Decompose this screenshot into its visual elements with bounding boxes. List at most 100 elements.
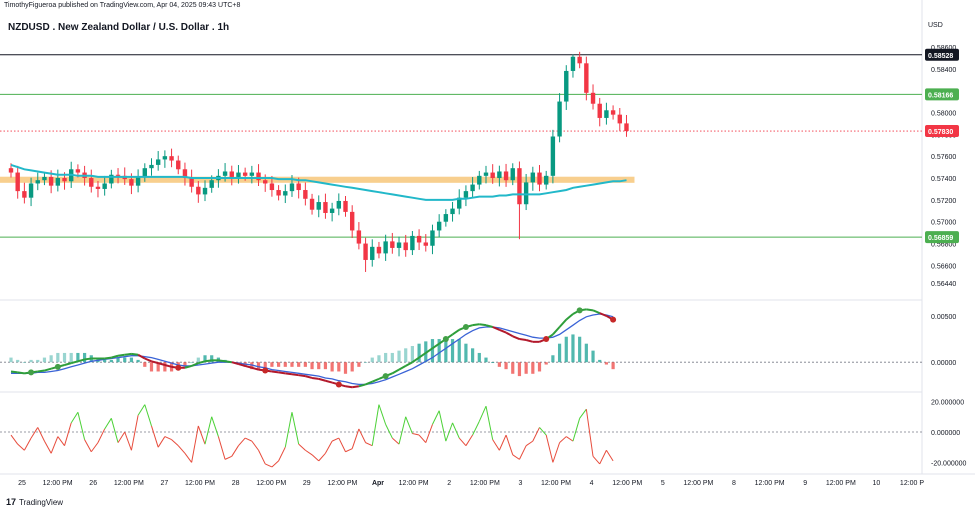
price-tick-label: 0.58000 — [931, 110, 956, 117]
time-tick-label: 12:00 PM — [43, 480, 73, 487]
macd-histogram-bar — [497, 362, 501, 367]
candle-body — [189, 178, 194, 187]
oscillator-segment — [599, 450, 607, 465]
macd-histogram-bar — [270, 362, 274, 367]
oscillator-segment — [97, 428, 106, 443]
candle-body — [209, 180, 214, 188]
price-tick-label: 0.56800 — [931, 242, 956, 249]
macd-line-segment — [352, 385, 360, 389]
macd-histogram-bar — [357, 362, 361, 367]
candle-body — [577, 56, 582, 64]
tradingview-brand[interactable]: 17 TradingView — [6, 497, 63, 507]
price-tag-label: 0.58166 — [928, 92, 953, 99]
oscillator-segment — [164, 436, 172, 441]
macd-histogram-bar — [471, 348, 475, 363]
oscillator-segment — [425, 424, 433, 443]
candle-body — [450, 208, 455, 215]
macd-histogram-bar — [504, 362, 508, 370]
oscillator-segment — [197, 425, 206, 445]
oscillator-segment — [432, 410, 440, 425]
candle-body — [236, 172, 241, 177]
macd-line-segment — [238, 363, 246, 367]
macd-histogram-bar — [297, 362, 301, 367]
oscillator-segment — [171, 439, 179, 447]
oscillator-segment — [157, 436, 166, 448]
macd-histogram-bar — [517, 362, 522, 377]
macd-line-segment — [425, 347, 434, 354]
candle-body — [276, 190, 281, 196]
time-tick-label: 8 — [732, 480, 736, 487]
macd-histogram-bar — [410, 346, 414, 363]
oscillator-segment — [265, 463, 273, 468]
oscillator-segment — [10, 434, 19, 445]
ema-line — [10, 163, 627, 201]
macd-line-segment — [37, 369, 45, 373]
oscillator-segment — [284, 412, 293, 448]
cross-marker — [28, 369, 35, 376]
currency-label[interactable]: USD — [928, 22, 943, 29]
candle-body — [470, 184, 475, 192]
macd-tick-label: 0.00000 — [931, 360, 956, 367]
candle-body — [343, 200, 348, 212]
macd-histogram-bar — [524, 362, 528, 374]
candle-body — [624, 123, 629, 132]
candle-body — [597, 103, 602, 118]
oscillator-segment — [90, 442, 99, 453]
macd-histogram-bar — [22, 362, 26, 364]
time-tick-label: 12:00 PM — [683, 480, 713, 487]
candle-body — [443, 214, 449, 222]
oscillator-segment — [525, 440, 534, 447]
cross-marker — [543, 336, 550, 343]
candle-body — [115, 174, 121, 176]
candle-body — [89, 178, 94, 187]
macd-histogram-bar — [417, 343, 421, 363]
price-tick-label: 0.57600 — [931, 154, 956, 161]
macd-histogram-bar — [56, 352, 60, 363]
macd-line-segment — [291, 373, 299, 377]
time-tick-label: 5 — [661, 480, 665, 487]
price-tag — [925, 125, 959, 138]
candle-body — [62, 178, 67, 182]
oscillator-segment — [605, 449, 614, 462]
macd-histogram-bar — [537, 362, 542, 372]
oscillator-segment — [298, 443, 306, 451]
time-tick-label: 12:00 PM — [612, 480, 642, 487]
candle-body — [323, 202, 328, 213]
oscillator-segment — [258, 450, 266, 465]
candle-body — [15, 172, 20, 192]
macd-histogram-bar — [42, 357, 47, 363]
macd-histogram-bar — [323, 362, 328, 370]
macd-histogram-bar — [430, 339, 435, 363]
macd-line-segment — [151, 360, 159, 365]
oscillator-segment — [545, 434, 554, 463]
macd-histogram-bar — [598, 359, 602, 363]
macd-histogram-bar — [377, 355, 381, 363]
oscillator-segment — [371, 404, 380, 446]
oscillator-segment — [291, 412, 300, 445]
oscillator-segment — [539, 427, 547, 436]
macd-histogram-bar — [196, 357, 200, 363]
cross-marker — [54, 363, 61, 370]
macd-line-segment — [198, 360, 206, 365]
oscillator-segment — [559, 436, 567, 444]
macd-line-segment — [278, 371, 286, 375]
oscillator-segment — [412, 433, 420, 436]
candle-body — [363, 243, 368, 260]
oscillator-segment — [472, 421, 480, 436]
macd-histogram-bar — [36, 359, 40, 363]
macd-line-segment — [325, 379, 333, 384]
candle-body — [463, 191, 469, 198]
candle-body — [222, 171, 228, 176]
oscillator-segment — [231, 445, 239, 457]
candle-body — [135, 176, 141, 186]
price-tag — [925, 88, 959, 101]
oscillator-segment — [585, 409, 594, 457]
osc-tick-label: 20.000000 — [931, 400, 964, 407]
macd-histogram-bar — [49, 355, 53, 363]
macd-line-segment — [365, 380, 373, 386]
time-tick-label: 12:00 PM — [826, 480, 856, 487]
oscillator-segment — [30, 427, 39, 439]
signal-line — [11, 313, 614, 386]
candle-body — [256, 172, 261, 181]
